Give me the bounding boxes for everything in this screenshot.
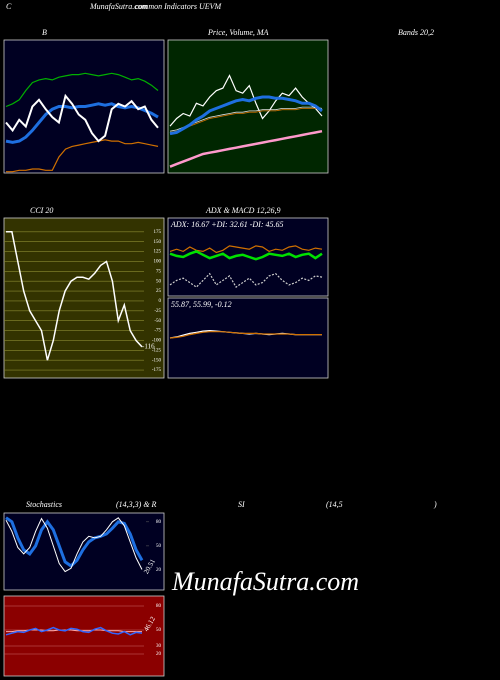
header-letter: C — [6, 2, 12, 11]
series-line — [5, 626, 143, 636]
panel-heading: (14,5 — [326, 500, 343, 509]
y-tick-label: -150 — [152, 358, 162, 363]
y-tick-label: 100 — [154, 260, 162, 265]
y-tick-label: 50 — [156, 628, 162, 633]
y-tick-label: 175 — [154, 230, 162, 235]
series-line — [169, 106, 323, 132]
panel — [3, 217, 165, 379]
series-line — [169, 95, 323, 136]
y-tick-label: 125 — [154, 250, 162, 255]
y-tick-label: 80 — [156, 520, 162, 525]
series-line — [169, 129, 323, 168]
annotation: ADX: 16.67 +DI: 32.61 -DI: 45.65 — [170, 220, 284, 229]
series-line — [6, 139, 159, 173]
header-site: MunafaSutra.com — [89, 2, 148, 11]
series-line — [169, 331, 322, 339]
y-tick-label: -100 — [152, 339, 162, 344]
series-line — [169, 245, 323, 254]
panel-heading: ADX & MACD 12,26,9 — [205, 206, 280, 215]
series-line — [5, 93, 159, 143]
y-tick-label: -125 — [152, 348, 162, 353]
panel-heading: Bands 20,2 — [398, 28, 434, 37]
y-tick-label: 75 — [156, 269, 162, 274]
panel-heading: Stochastics — [26, 500, 62, 509]
panel — [167, 39, 329, 174]
series-line — [6, 231, 143, 361]
y-tick-label: 0 — [159, 299, 162, 304]
y-tick-label: 150 — [154, 240, 162, 245]
y-tick-label: -75 — [154, 329, 161, 334]
panel-heading: (14,3,3) & R — [116, 500, 157, 509]
y-tick-label: 80 — [156, 604, 162, 609]
annotation: 55.87, 55.99, -0.12 — [171, 300, 232, 309]
series-line — [169, 272, 323, 288]
series-line — [169, 250, 323, 261]
series-line — [5, 102, 159, 144]
series-line — [169, 108, 323, 133]
y-tick-label: -25 — [154, 309, 161, 314]
series-line — [5, 72, 159, 108]
y-tick-label: 25 — [156, 289, 162, 294]
series-line — [5, 517, 143, 573]
y-tick-label: 20 — [156, 652, 162, 657]
series-line — [5, 516, 144, 568]
panel-heading: Price, Volume, MA — [207, 28, 269, 37]
panel-heading: CCI 20 — [30, 206, 53, 215]
last-value-label: -116 — [142, 342, 155, 350]
y-tick-label: 20 — [156, 568, 162, 573]
series-line — [169, 74, 323, 127]
panel-heading: B — [42, 28, 47, 37]
y-tick-label: 50 — [156, 544, 162, 549]
y-tick-label: 30 — [156, 644, 162, 649]
panel-heading: ) — [433, 500, 437, 509]
header-subtitle: common Indicators UEVM — [135, 2, 223, 11]
y-tick-label: -175 — [152, 368, 162, 373]
watermark: MunafaSutra.com — [171, 567, 359, 596]
panel — [3, 595, 165, 677]
panel-heading: SI — [238, 500, 245, 509]
y-tick-label: -50 — [154, 319, 161, 324]
panel — [167, 297, 329, 379]
y-tick-label: 50 — [156, 279, 162, 284]
